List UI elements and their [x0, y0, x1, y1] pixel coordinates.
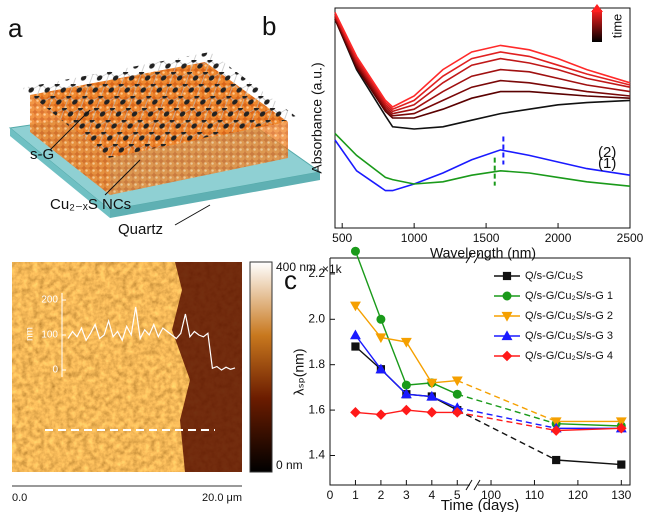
- legend-entry: Q/s-G/Cu₂S/s-G 3: [525, 330, 613, 342]
- panel-label: a: [8, 13, 23, 43]
- marker: [552, 426, 561, 435]
- y-tick-label: 1.4: [308, 448, 325, 462]
- x-tick-label: 110: [525, 488, 544, 502]
- scale-label: 0.0: [12, 492, 27, 504]
- series-line: [356, 251, 458, 394]
- y-tick-label: 1.8: [308, 357, 325, 371]
- x-tick-label: 3: [403, 488, 410, 502]
- legend-marker: [503, 272, 510, 279]
- marker: [427, 408, 436, 417]
- x-tick-label: 4: [428, 488, 435, 502]
- y-tick-label: 200: [41, 295, 58, 306]
- y-tick-label: 1.6: [308, 402, 325, 416]
- series-label: (1): [598, 155, 616, 172]
- schematic: s-G Cu₂₋ₓS NCs Quartz: [10, 52, 320, 238]
- marker: [553, 456, 560, 463]
- pointer: [175, 205, 210, 225]
- marker: [376, 410, 385, 419]
- scale-label: 20.0 μm: [202, 492, 242, 504]
- marker: [402, 381, 410, 389]
- spectrum: [335, 133, 630, 186]
- marker: [377, 315, 385, 323]
- label: Quartz: [118, 221, 163, 238]
- y-tick-label: 100: [41, 330, 58, 341]
- x-tick-label: 100: [481, 488, 501, 502]
- y-axis-label: λₛₚ(nm): [291, 349, 307, 396]
- label: Cu₂₋ₓS NCs: [50, 196, 131, 213]
- x-tick-label: 2000: [545, 231, 572, 245]
- panel-label: b: [262, 11, 276, 41]
- marker: [352, 343, 359, 350]
- figure: a b c s-G Cu₂₋ₓS NCs Quartz 400 nm 0 nm …: [0, 0, 647, 512]
- x-tick-label: 1000: [401, 231, 428, 245]
- break-connector: [457, 408, 556, 428]
- legend-marker: [503, 292, 511, 300]
- legend-entry: Q/s-G/Cu₂S/s-G 2: [525, 310, 613, 322]
- y-tick-label: 2.2: [308, 266, 325, 280]
- x-tick-label: 2500: [617, 231, 644, 245]
- x-tick-label: 2: [378, 488, 385, 502]
- x-tick-label: 500: [332, 231, 352, 245]
- y-axis-label: Absorbance (a.u.): [309, 62, 325, 173]
- legend-entry: Q/s-G/Cu₂S/s-G 1: [525, 290, 613, 302]
- series-line: [556, 460, 621, 465]
- x-tick-label: 1: [352, 488, 359, 502]
- y-tick-label: 2.0: [308, 311, 325, 325]
- legend-entry: Q/s-G/Cu₂S/s-G 4: [525, 350, 613, 362]
- spectrum: [335, 17, 630, 116]
- marker: [351, 408, 360, 417]
- x-tick-label: 120: [568, 488, 588, 502]
- legend-label: time: [609, 14, 624, 39]
- marker: [453, 390, 461, 398]
- marker: [402, 338, 411, 346]
- inset-y-label: nm: [25, 327, 36, 341]
- x-tick-label: 5: [454, 488, 461, 502]
- x-tick-label: 1500: [473, 231, 500, 245]
- marker: [402, 405, 411, 414]
- x-tick-label: 0: [327, 488, 334, 502]
- axis-break: [466, 253, 480, 490]
- legend-entry: Q/s-G/Cu₂S: [525, 270, 583, 282]
- marker: [618, 461, 625, 468]
- y-tick-label: 0: [52, 365, 58, 376]
- marker: [351, 331, 360, 339]
- time-gradient: [592, 10, 602, 42]
- colorbar: [250, 262, 272, 472]
- break-connector: [457, 394, 556, 424]
- colorbar-label: 0 nm: [276, 458, 303, 472]
- series-line: [556, 424, 621, 426]
- label: s-G: [30, 146, 54, 163]
- spectrum: [335, 140, 630, 191]
- marker: [351, 247, 359, 255]
- legend-marker: [502, 351, 511, 360]
- x-axis-label: Time (days): [441, 497, 520, 512]
- x-tick-label: 130: [611, 488, 631, 502]
